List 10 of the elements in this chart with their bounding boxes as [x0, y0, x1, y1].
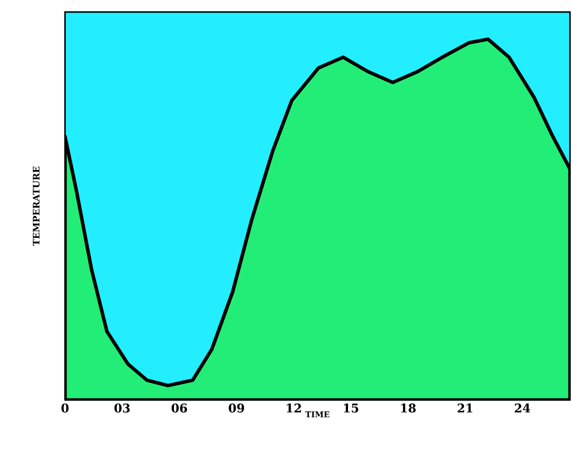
x-tick-label: 03	[114, 404, 130, 413]
y-axis-title: TEMPERATURE	[32, 166, 40, 246]
x-tick-label: 15	[344, 404, 358, 413]
x-tick-label: 0	[61, 404, 69, 413]
x-tick-label: 18	[401, 404, 416, 413]
x-tick-label: 21	[458, 404, 472, 412]
x-tick-label: 09	[228, 404, 244, 413]
x-tick-label: 24	[514, 404, 530, 412]
x-tick-label: 06	[172, 404, 188, 413]
x-tick-label: 12	[286, 404, 301, 412]
